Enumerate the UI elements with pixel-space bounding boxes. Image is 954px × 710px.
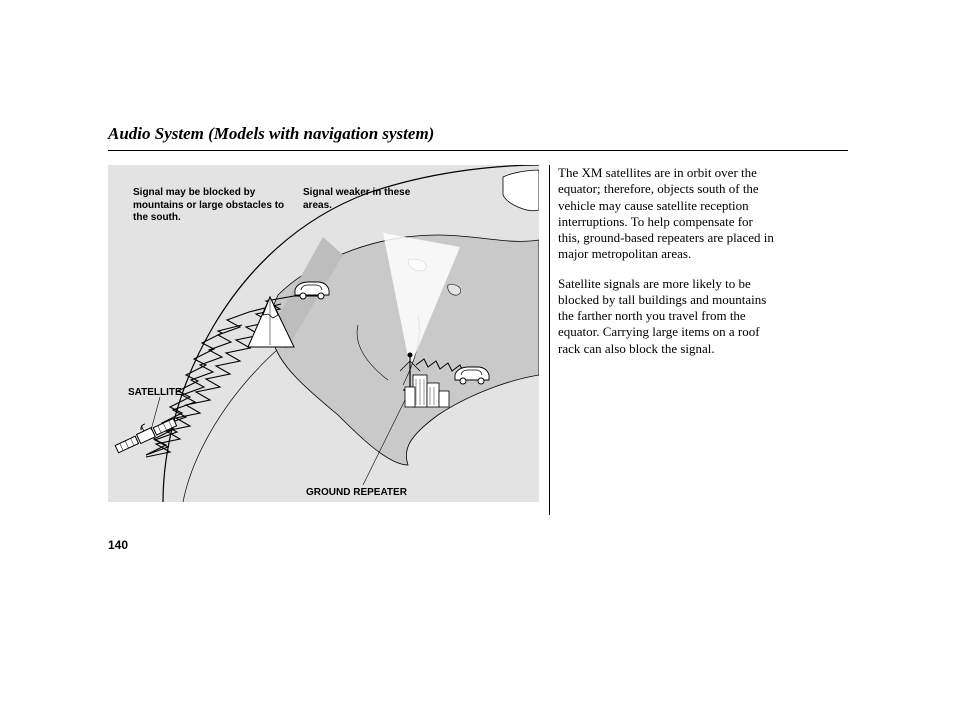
- caption-weak: Signal weaker in these areas.: [303, 187, 418, 212]
- signal-diagram: Signal may be blocked by mountains or la…: [108, 165, 539, 502]
- body-text: The XM satellites are in orbit over the …: [558, 165, 778, 370]
- column-divider: [549, 165, 550, 515]
- page-number: 140: [108, 538, 128, 552]
- caption-blocked: Signal may be blocked by mountains or la…: [133, 187, 288, 225]
- label-satellite: SATELLITE: [128, 387, 182, 398]
- body-paragraph-2: Satellite signals are more likely to be …: [558, 276, 778, 357]
- page-title: Audio System (Models with navigation sys…: [108, 124, 434, 144]
- body-paragraph-1: The XM satellites are in orbit over the …: [558, 165, 778, 263]
- manual-page: Audio System (Models with navigation sys…: [0, 0, 954, 710]
- label-ground-repeater: GROUND REPEATER: [306, 487, 407, 498]
- title-rule: [108, 150, 848, 151]
